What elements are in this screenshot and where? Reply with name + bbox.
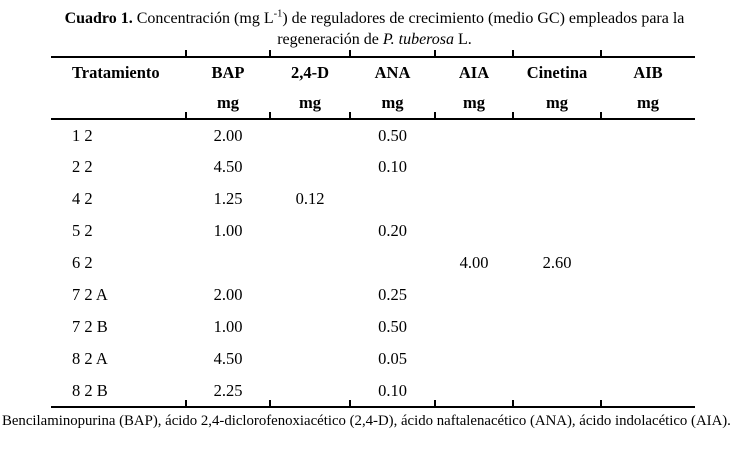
value-cell: 0.12 xyxy=(295,189,325,208)
value-cell xyxy=(435,279,513,311)
column-header: 2,4-D xyxy=(269,51,350,87)
treatment-cell: 1 2 xyxy=(72,125,93,145)
value-cell: 4.50 xyxy=(213,349,243,368)
column-header: ANA xyxy=(349,51,435,87)
caption-text-4: L. xyxy=(454,31,472,48)
treatment-cell: 8 2 A xyxy=(72,349,108,368)
value-cell xyxy=(513,119,601,151)
value-cell xyxy=(513,215,601,247)
value-cell xyxy=(435,343,513,375)
value-cell xyxy=(601,343,695,375)
column-header: BAP xyxy=(185,51,270,87)
value-cell xyxy=(270,343,350,375)
value-cell xyxy=(434,375,513,408)
value-cell: 0.20 xyxy=(378,221,407,240)
value-cell xyxy=(601,119,695,151)
value-cell xyxy=(186,247,270,279)
column-unit: mg xyxy=(434,87,513,120)
value-cell xyxy=(601,279,695,311)
column-unit: mg xyxy=(349,87,435,120)
caption-text-3: regeneración de xyxy=(277,31,383,48)
value-cell xyxy=(350,247,435,279)
column-header: AIA xyxy=(434,51,513,87)
value-cell xyxy=(601,247,695,279)
value-cell xyxy=(270,215,350,247)
treatment-cell: 4 2 xyxy=(72,189,93,208)
value-cell: 0.25 xyxy=(378,285,407,304)
treatment-cell: 5 2 xyxy=(72,221,93,240)
table-row: 5 2 1.00 0.20 xyxy=(51,215,695,247)
value-cell xyxy=(269,375,350,408)
caption-label: Cuadro 1. xyxy=(64,10,133,27)
table-row: 8 2 B 2.25 0.10 xyxy=(51,375,695,408)
growth-regulator-table: Tratamiento BAP 2,4-D ANA AIA Cinetina AIB mg mg… xyxy=(51,51,695,408)
value-cell xyxy=(601,151,695,183)
value-cell xyxy=(513,343,601,375)
value-cell xyxy=(601,311,695,343)
value-cell: 0.10 xyxy=(378,157,407,176)
value-cell xyxy=(270,119,350,151)
value-cell xyxy=(601,215,695,247)
value-cell xyxy=(270,311,350,343)
treatment-cell: 7 2 A xyxy=(72,285,108,304)
column-header: AIB xyxy=(600,51,695,87)
table-caption: Cuadro 1. Concentración (mg L-1) de regu… xyxy=(10,0,739,50)
value-cell xyxy=(435,183,513,215)
treatment-cell: 8 2 B xyxy=(51,375,186,408)
value-cell: 2.00 xyxy=(213,125,243,145)
value-cell: 1.00 xyxy=(213,221,243,240)
value-cell: 4.00 xyxy=(459,253,489,272)
table-row: 2 2 4.50 0.10 xyxy=(51,151,695,183)
value-cell: 0.10 xyxy=(349,375,435,408)
value-cell: 1.25 xyxy=(213,189,243,208)
table-row: 4 2 1.25 0.12 xyxy=(51,183,695,215)
column-unit: mg xyxy=(269,87,350,120)
species-name: P. tuberosa xyxy=(382,31,455,48)
value-cell xyxy=(513,151,601,183)
table-row: 7 2 A 2.00 0.25 xyxy=(51,279,695,311)
value-cell xyxy=(435,215,513,247)
caption-text-2: ) de reguladores de crecimiento (medio G… xyxy=(282,10,685,27)
value-cell xyxy=(601,183,695,215)
value-cell xyxy=(270,151,350,183)
header-row: Tratamiento BAP 2,4-D ANA AIA Cinetina AIB xyxy=(51,51,695,87)
table-row: 6 2 4.00 2.60 xyxy=(51,247,695,279)
value-cell xyxy=(270,279,350,311)
value-cell: 0.50 xyxy=(378,317,407,336)
value-cell xyxy=(435,119,513,151)
value-cell xyxy=(270,247,350,279)
table-row: 1 2 2.00 0.50 xyxy=(51,119,695,151)
column-unit xyxy=(51,87,186,120)
value-cell: 0.05 xyxy=(378,349,407,368)
table-row: 7 2 B 1.00 0.50 xyxy=(51,311,695,343)
value-cell: 0.50 xyxy=(378,125,407,145)
value-cell xyxy=(513,311,601,343)
column-header: Tratamiento xyxy=(51,56,186,87)
value-cell xyxy=(512,375,601,408)
exponent-superscript: -1 xyxy=(273,8,283,20)
column-unit: mg xyxy=(600,87,695,120)
value-cell xyxy=(350,183,435,215)
treatment-cell: 7 2 B xyxy=(72,317,108,336)
column-unit: mg xyxy=(185,87,270,120)
value-cell xyxy=(513,183,601,215)
value-cell xyxy=(600,375,695,408)
treatment-cell: 2 2 xyxy=(72,157,93,176)
value-cell xyxy=(435,151,513,183)
column-unit: mg xyxy=(512,87,601,120)
caption-text-1: Concentración (mg L xyxy=(132,10,274,27)
units-row: mg mg mg mg mg mg xyxy=(51,87,695,120)
value-cell: 2.00 xyxy=(213,285,243,304)
value-cell xyxy=(513,279,601,311)
table-row: 8 2 A 4.50 0.05 xyxy=(51,343,695,375)
column-header: Cinetina xyxy=(512,51,601,87)
value-cell: 2.25 xyxy=(185,375,270,408)
treatment-cell: 6 2 xyxy=(72,253,93,272)
value-cell: 2.60 xyxy=(542,253,572,272)
table-footnote: Bencilaminopurina (BAP), ácido 2,4-diclo… xyxy=(2,413,731,429)
value-cell xyxy=(435,311,513,343)
value-cell: 1.00 xyxy=(213,317,243,336)
value-cell: 4.50 xyxy=(213,157,243,176)
